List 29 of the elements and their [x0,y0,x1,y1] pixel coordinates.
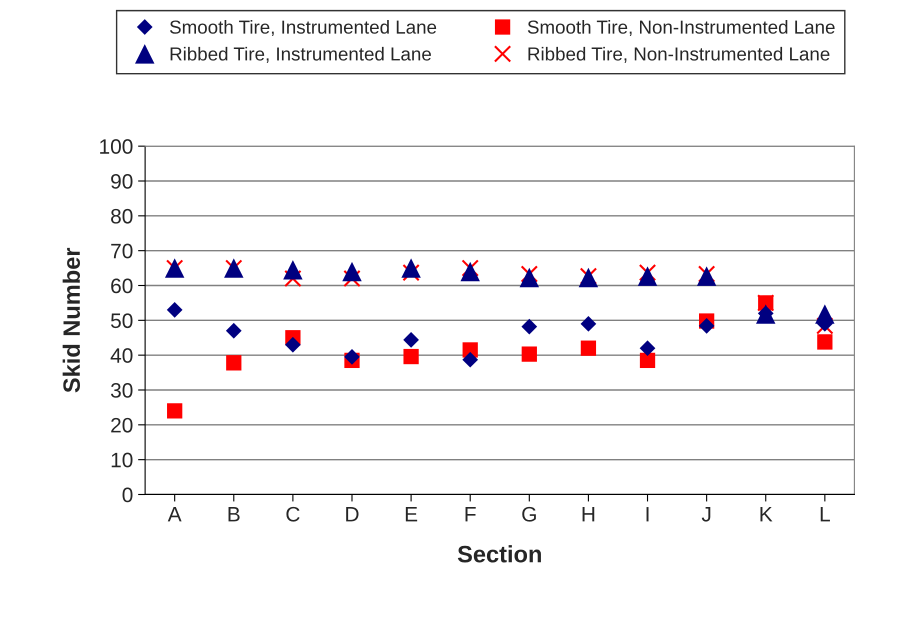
y-tick-label: 20 [111,418,132,433]
y-tick-label: 30 [110,382,132,398]
x-tick-label: D [346,507,359,522]
y-axis-title: Skid Number [62,248,80,392]
x-tick-label: I [646,507,648,522]
y-tick-label: 60 [111,278,132,294]
x-tick-label: K [760,507,772,522]
y-tick-label: 70 [111,244,132,258]
y-tick-label: 0 [122,487,132,502]
y-tick-label: 50 [110,313,132,328]
x-tick-label: G [522,506,536,522]
x-tick-label: J [702,507,710,522]
x-tick-label: E [406,507,418,522]
x-tick-label: F [466,507,476,522]
x-tick-label: C [286,506,300,522]
legend-label: Smooth Tire, Non-Instrumented Lane [528,20,835,36]
y-tick-label: 90 [111,174,132,189]
x-tick-label: H [582,507,594,522]
legend-label: Ribbed Tire, Instrumented Lane [170,46,431,63]
legend-label: Smooth Tire, Instrumented Lane [170,20,436,36]
y-tick-label: 80 [111,208,132,224]
x-tick-label: L [820,507,830,522]
x-tick-label: A [168,507,182,522]
y-tick-label: 100 [100,139,133,154]
y-tick-label: 40 [110,348,132,363]
x-tick-label: B [228,507,240,522]
y-tick-label: 10 [112,452,132,468]
x-axis-title: Section [458,545,541,563]
legend-label: Ribbed Tire, Non-Instrumented Lane [528,46,830,63]
